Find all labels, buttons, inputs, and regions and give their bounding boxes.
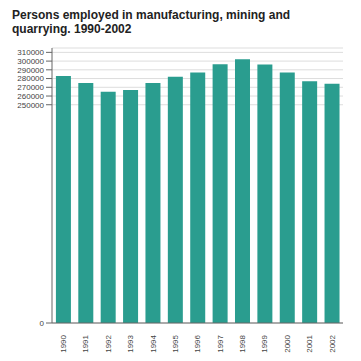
svg-text:300000: 300000 xyxy=(17,57,44,66)
svg-text:1993: 1993 xyxy=(126,334,135,352)
svg-text:1992: 1992 xyxy=(104,334,113,352)
svg-text:2002: 2002 xyxy=(328,334,337,352)
svg-text:1991: 1991 xyxy=(81,334,90,352)
svg-text:2000: 2000 xyxy=(283,334,292,352)
svg-text:1990: 1990 xyxy=(59,334,68,352)
svg-text:290000: 290000 xyxy=(17,66,44,75)
svg-text:1995: 1995 xyxy=(171,334,180,352)
svg-text:1998: 1998 xyxy=(238,334,247,352)
svg-text:260000: 260000 xyxy=(17,92,44,101)
svg-text:0: 0 xyxy=(40,319,45,328)
svg-text:1994: 1994 xyxy=(149,334,158,352)
svg-text:280000: 280000 xyxy=(17,74,44,83)
svg-text:270000: 270000 xyxy=(17,83,44,92)
svg-text:1999: 1999 xyxy=(260,334,269,352)
svg-text:2001: 2001 xyxy=(305,334,314,352)
svg-text:1996: 1996 xyxy=(193,334,202,352)
svg-text:250000: 250000 xyxy=(17,101,44,110)
html-text:Persons employed in manufactur: Persons employed in manufacturing, minin… xyxy=(12,8,290,36)
svg-text:1997: 1997 xyxy=(216,334,225,352)
svg-text:310000: 310000 xyxy=(17,48,44,57)
